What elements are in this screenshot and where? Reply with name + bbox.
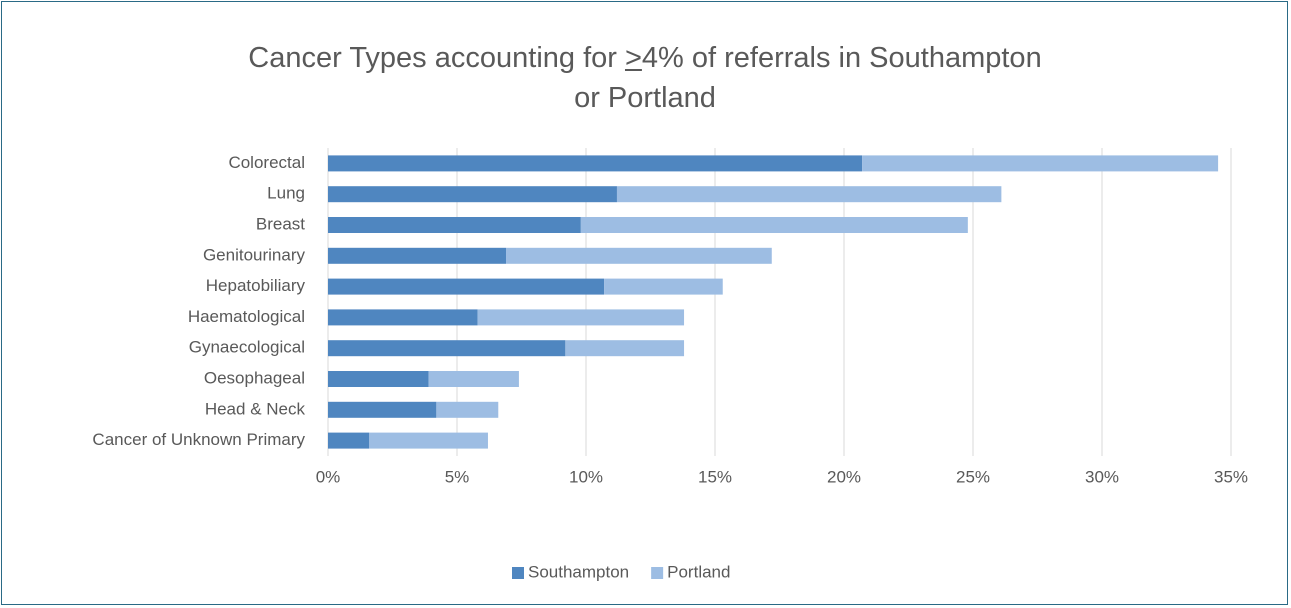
x-tick-label: 0% xyxy=(316,467,341,486)
title-part: 4% of referrals in Southampton or Portla… xyxy=(574,42,1042,114)
y-tick-label: Gynaecological xyxy=(189,338,305,357)
bar xyxy=(328,340,566,357)
x-tick-label: 20% xyxy=(827,467,861,486)
bar xyxy=(369,432,488,449)
bar xyxy=(328,401,437,418)
bar xyxy=(477,309,685,326)
bar xyxy=(580,217,968,233)
bar xyxy=(604,278,723,295)
bar xyxy=(328,247,507,264)
bar xyxy=(616,186,1002,203)
x-tick-label: 35% xyxy=(1214,467,1248,486)
bar xyxy=(328,309,478,326)
bar xyxy=(328,217,581,233)
y-tick-label: Genitourinary xyxy=(203,245,306,264)
bar xyxy=(328,278,605,295)
y-tick-label: Colorectal xyxy=(228,153,305,172)
title-part: Cancer Types accounting for xyxy=(248,42,625,74)
bar xyxy=(565,340,685,357)
y-tick-label: Hepatobiliary xyxy=(206,276,306,295)
x-tick-label: 30% xyxy=(1085,467,1119,486)
bar xyxy=(328,371,429,387)
bar xyxy=(506,247,772,264)
x-tick-label: 25% xyxy=(956,467,990,486)
y-tick-label: Lung xyxy=(267,184,305,203)
bar xyxy=(428,371,519,387)
bar xyxy=(436,401,499,418)
legend-label: Southampton xyxy=(528,562,629,581)
legend-swatch xyxy=(512,567,524,579)
y-tick-label: Cancer of Unknown Primary xyxy=(92,430,305,449)
bar xyxy=(328,186,617,203)
x-tick-label: 5% xyxy=(445,467,470,486)
y-tick-label: Head & Neck xyxy=(205,399,306,418)
y-tick-label: Oesophageal xyxy=(204,368,305,387)
y-tick-label: Breast xyxy=(256,214,305,233)
x-tick-label: 15% xyxy=(698,467,732,486)
x-tick-label: 10% xyxy=(569,467,603,486)
chart-title: Cancer Types accounting for >4% of refer… xyxy=(245,38,1045,118)
bar xyxy=(328,155,863,172)
bar xyxy=(328,432,370,449)
bar xyxy=(862,155,1219,172)
legend-swatch xyxy=(651,567,664,579)
legend-label: Portland xyxy=(667,562,730,581)
y-tick-label: Haematological xyxy=(188,307,305,326)
title-part: > xyxy=(624,42,642,74)
